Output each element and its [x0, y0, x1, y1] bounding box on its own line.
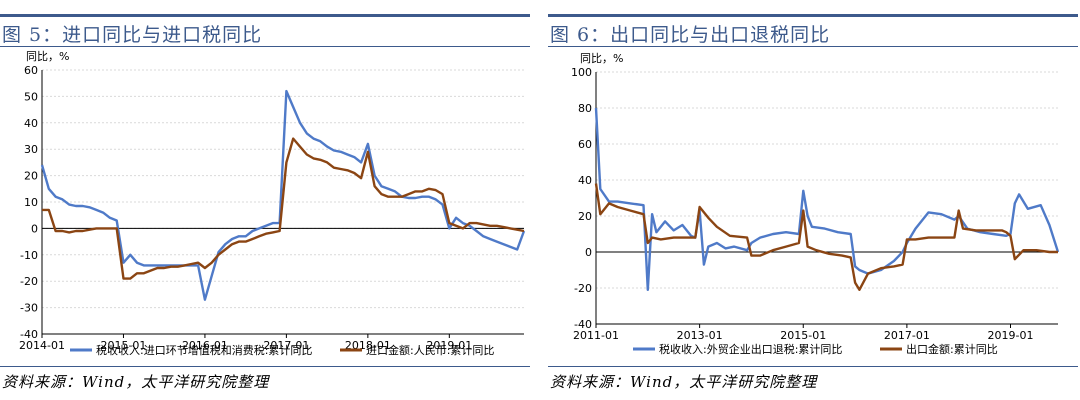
y-tick-label: 0 [585, 246, 592, 259]
y-unit-label: 同比，% [26, 50, 69, 63]
x-tick-label: 2016-01 [182, 339, 228, 352]
y-tick-label: 0 [31, 222, 38, 235]
legend-label-2: 出口金额:累计同比 [906, 342, 998, 356]
y-tick-label: 40 [24, 117, 38, 130]
y-tick-label: 80 [578, 102, 592, 115]
y-tick-label: 60 [578, 138, 592, 151]
y-tick-label: -30 [20, 302, 38, 315]
x-tick-label: 2017-01 [884, 329, 930, 342]
figure-5-title: 图 5：进口同比与进口税同比 [2, 24, 263, 46]
y-tick-label: -10 [20, 249, 38, 262]
y-tick-label: -40 [20, 328, 38, 341]
y-tick-label: 10 [24, 196, 38, 209]
legend-label-2: 进口金额:人民币:累计同比 [366, 343, 494, 357]
y-tick-label: -20 [20, 275, 38, 288]
x-tick-label: 2019-01 [988, 329, 1034, 342]
figure-6-title: 图 6：出口同比与出口退税同比 [550, 24, 831, 46]
figure-5-panel: 图 5：进口同比与进口税同比 同比，% -40 -30 -20 -10 0 10 20 30 40… [0, 0, 530, 400]
x-tick-label: 2015-01 [100, 339, 146, 352]
series-line-1 [594, 107, 1060, 291]
x-tick-label: 2014-01 [19, 339, 65, 352]
y-tick-label: 100 [571, 66, 592, 79]
y-tick-label: -40 [574, 318, 592, 331]
figure-6-title-rule [548, 46, 1078, 47]
series-line-1 [40, 89, 526, 301]
figure-5-title-rule [0, 46, 530, 47]
figure-5-bottom-rule [0, 366, 530, 367]
x-tick-label: 2013-01 [677, 329, 723, 342]
y-tick-label: 50 [24, 90, 38, 103]
series-line-2 [42, 137, 525, 280]
y-tick-label: 20 [578, 210, 592, 223]
y-tick-label: 20 [24, 170, 38, 183]
figure-6-bottom-rule [548, 366, 1078, 367]
legend-label-1: 税收收入:外贸企业出口退税:累计同比 [659, 342, 842, 356]
y-tick-label: 40 [578, 174, 592, 187]
figure-6-source: 资料来源：Wind，太平洋研究院整理 [550, 373, 818, 391]
figure-5-chart: 同比，% -40 -30 -20 -10 0 10 20 30 40 50 60 2014-01 2015… [19, 50, 526, 357]
y-tick-label: 30 [24, 143, 38, 156]
x-tick-label: 2015-01 [780, 329, 826, 342]
y-tick-label: -20 [574, 282, 592, 295]
figure-5-top-bar [0, 14, 530, 17]
legend-label-1: 税收收入:进口环节增值税和消费税:累计同比 [96, 343, 312, 357]
figure-6-chart: 同比，% -40 -20 0 20 40 60 80 100 2011-01 2013-01 2015… [571, 52, 1060, 356]
x-tick-label: 2017-01 [263, 339, 309, 352]
y-tick-label: 60 [24, 64, 38, 77]
figure-5-source: 资料来源：Wind，太平洋研究院整理 [2, 373, 270, 391]
x-tick-label: 2019-01 [426, 339, 472, 352]
figure-6-panel: 图 6：出口同比与出口退税同比 同比，% -40 -20 0 20 40 60 80 100 20… [548, 0, 1078, 400]
figure-6-top-bar [548, 14, 1078, 17]
series-line-2 [594, 183, 1058, 291]
x-tick-label: 2011-01 [573, 329, 619, 342]
y-unit-label: 同比，% [580, 52, 623, 65]
